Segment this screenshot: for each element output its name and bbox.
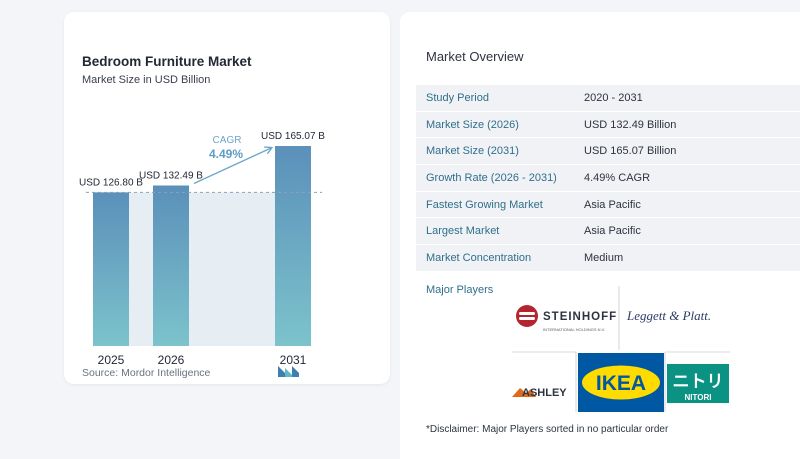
row-value: USD 165.07 Billion: [584, 145, 677, 158]
leggett-platt-name: Leggett & Platt.: [626, 308, 711, 323]
table-row: Market Size (2031) USD 165.07 Billion: [416, 138, 800, 166]
table-row: Market Size (2026) USD 132.49 Billion: [416, 111, 800, 139]
chart-subtitle: Market Size in USD Billion: [82, 74, 211, 86]
overview-card: Market Overview Study Period 2020 - 2031 …: [400, 12, 800, 459]
bar-2026: [153, 185, 189, 346]
tick-label-2025: 2025: [98, 353, 125, 367]
logo-ikea: IKEA: [578, 353, 664, 412]
logo-steinhoff: STEINHOFF INTERNATIONAL HOLDINGS N.V.: [516, 305, 617, 332]
data-label-2025: USD 126.80 B: [79, 177, 143, 188]
logo-leggett-platt: Leggett & Platt.: [626, 308, 711, 323]
logo-ashley: ASHLEY: [512, 387, 567, 399]
steinhoff-emblem-icon: [516, 305, 538, 327]
overview-table: Study Period 2020 - 2031 Market Size (202…: [416, 85, 800, 272]
nitori-name: NITORI: [685, 393, 712, 402]
ikea-name: IKEA: [596, 372, 646, 395]
ashley-roof-icon: [512, 388, 536, 397]
mordor-logo-icon: [278, 366, 299, 377]
major-players-title: Major Players: [426, 284, 494, 296]
table-row: Market Concentration Medium: [416, 245, 800, 272]
chart-title: Bedroom Furniture Market: [82, 54, 252, 69]
table-row: Fastest Growing Market Asia Pacific: [416, 191, 800, 219]
row-value: Medium: [584, 251, 624, 264]
row-value: Asia Pacific: [584, 225, 641, 238]
data-label-2031: USD 165.07 B: [261, 131, 325, 142]
cagr-arrow: [193, 148, 271, 185]
row-label: Study Period: [426, 91, 489, 104]
chart-card: Bedroom Furniture Market Market Size in …: [64, 12, 390, 384]
cagr-label: CAGR: [213, 135, 242, 146]
row-value: 2020 - 2031: [584, 91, 643, 104]
ashley-name: ASHLEY: [522, 387, 567, 399]
tick-label-2031: 2031: [280, 353, 307, 367]
nitori-glyph: ニトリ: [673, 372, 724, 392]
row-label: Growth Rate (2026 - 2031): [426, 171, 557, 184]
table-row: Study Period 2020 - 2031: [416, 85, 800, 112]
tick-label-2026: 2026: [158, 353, 185, 367]
data-label-2026: USD 132.49 B: [139, 170, 203, 181]
bar-2031: [275, 146, 311, 346]
row-label: Market Concentration: [426, 251, 532, 264]
disclaimer: *Disclaimer: Major Players sorted in no …: [426, 424, 669, 435]
row-value: USD 132.49 Billion: [584, 118, 677, 131]
table-row: Largest Market Asia Pacific: [416, 218, 800, 246]
source-note: Source: Mordor Intelligence: [82, 367, 211, 379]
row-label: Market Size (2026): [426, 118, 519, 131]
row-label: Largest Market: [426, 225, 500, 238]
row-value: Asia Pacific: [584, 198, 641, 211]
row-label: Market Size (2031): [426, 145, 519, 158]
bar-2025: [93, 192, 129, 346]
table-row: Growth Rate (2026 - 2031) 4.49% CAGR: [416, 165, 800, 192]
row-label: Fastest Growing Market: [426, 198, 543, 211]
overview-title: Market Overview: [426, 49, 524, 64]
steinhoff-sub: INTERNATIONAL HOLDINGS N.V.: [543, 327, 605, 332]
row-value: 4.49% CAGR: [584, 171, 651, 184]
logo-nitori: ニトリ NITORI: [667, 364, 729, 403]
cagr-value: 4.49%: [209, 147, 243, 161]
steinhoff-name: STEINHOFF: [543, 311, 617, 323]
major-players-logos: STEINHOFF INTERNATIONAL HOLDINGS N.V. Le…: [512, 286, 730, 412]
